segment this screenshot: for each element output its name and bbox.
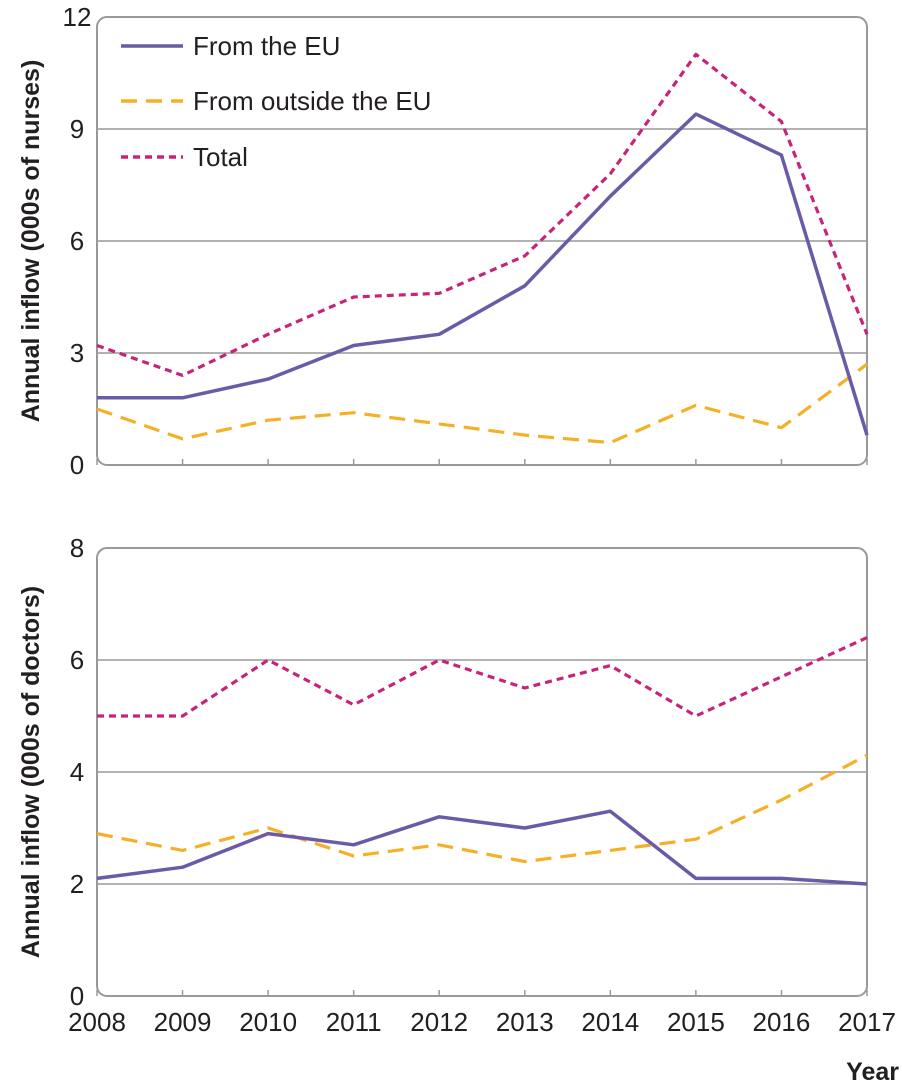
doctors-y-tick-label: 8	[70, 533, 84, 563]
nurses-y-tick-label: 3	[70, 338, 84, 368]
doctors-plot-frame	[96, 547, 868, 997]
nurses-panel: 0 3 6 9 12 Annual inflow (000s of nurses) Fr…	[17, 2, 869, 480]
x-tick-label: 2015	[667, 1007, 725, 1037]
doctors-gridlines	[96, 659, 868, 996]
nurses-y-tick-label: 12	[63, 2, 92, 32]
nurses-y-axis-title: Annual inflow (000s of nurses)	[17, 60, 45, 423]
doctors-series-total-line	[97, 636, 868, 718]
nurses-series-eu-line	[97, 112, 869, 436]
nurses-plot-frame	[96, 16, 868, 466]
legend-item-eu: From the EU	[121, 31, 340, 61]
doctors-y-axis-title: Annual inflow (000s of doctors)	[17, 586, 45, 958]
legend-label-eu: From the EU	[193, 31, 340, 61]
legend-item-non-eu: From outside the EU	[121, 86, 431, 116]
x-tick-label: 2014	[581, 1007, 639, 1037]
x-tick-label: 2012	[410, 1007, 468, 1037]
doctors-y-tick-labels: 0 2 4 6 8	[70, 533, 84, 1011]
x-tick-label: 2017	[838, 1007, 896, 1037]
nurses-y-tick-label: 9	[70, 114, 84, 144]
doctors-series-eu-line	[96, 809, 868, 886]
legend: From the EU From outside the EU Total	[121, 31, 431, 172]
x-tick-label: 2010	[239, 1007, 297, 1037]
doctors-y-tick-label: 2	[70, 869, 84, 899]
nurses-y-tick-label: 6	[70, 226, 84, 256]
legend-label-total: Total	[193, 142, 248, 172]
nurses-series-total-line	[96, 52, 869, 377]
nurses-y-tick-labels: 0 3 6 9 12	[63, 2, 92, 480]
x-axis-title: Year	[846, 1058, 899, 1086]
x-tick-label: 2016	[753, 1007, 811, 1037]
x-tick-label: 2013	[496, 1007, 554, 1037]
doctors-y-tick-label: 0	[70, 981, 84, 1011]
nurses-series	[96, 52, 869, 445]
doctors-y-tick-label: 4	[70, 757, 84, 787]
doctors-y-tick-label: 6	[70, 645, 84, 675]
doctors-panel: 0 2 4 6 8 Annual inflow (000s of doctors)	[17, 533, 868, 1011]
nurses-series-non-eu-line	[96, 362, 868, 445]
nurses-y-tick-label: 0	[70, 450, 84, 480]
x-tick-labels: 2008 2009 2010 2011 2012 2013 2014 2015 2016 2017	[68, 1007, 896, 1037]
x-tick-label: 2009	[154, 1007, 212, 1037]
x-tick-label: 2011	[326, 1007, 382, 1037]
legend-item-total: Total	[121, 142, 248, 172]
doctors-series	[96, 636, 868, 886]
x-tick-label: 2008	[68, 1007, 126, 1037]
legend-label-non-eu: From outside the EU	[193, 86, 431, 116]
nurses-gridlines	[96, 128, 868, 465]
doctors-series-non-eu-line	[96, 753, 868, 864]
